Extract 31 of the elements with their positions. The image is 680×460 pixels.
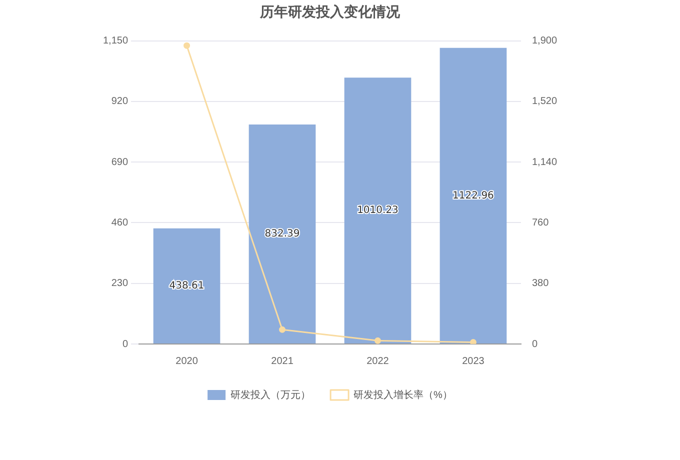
- y-tick-label: 1,150: [102, 36, 128, 47]
- x-tick-label: 2021: [271, 356, 294, 367]
- x-tick-label: 2022: [366, 356, 390, 367]
- text: 438.61: [169, 280, 204, 292]
- y2-tick-label: 760: [532, 217, 550, 228]
- text: 1010.23: [357, 205, 398, 216]
- text: 1122.96: [452, 190, 494, 202]
- point: [279, 326, 286, 333]
- y2-tick-label: 1,140: [532, 156, 558, 168]
- point: [470, 338, 476, 344]
- chart-title: 历年研发投入变化情况: [259, 3, 401, 20]
- y-tick-label: 690: [111, 156, 128, 168]
- legend-label: 研发投入（万元）: [230, 388, 311, 401]
- y-tick-label: 230: [111, 278, 128, 290]
- legend-label: 研发投入增长率（%）: [354, 388, 452, 401]
- y2-tick-label: 380: [532, 278, 550, 290]
- y2-tick-label: 0: [532, 338, 538, 350]
- text: 832.39: [264, 228, 300, 240]
- x-tick-label: 2023: [462, 356, 485, 367]
- bar: [344, 78, 412, 344]
- bar: [440, 48, 507, 344]
- x-tick-label: 2020: [176, 356, 198, 367]
- point: [374, 337, 381, 344]
- y2-tick-label: 1,520: [532, 96, 558, 108]
- y-tick-label: 920: [111, 96, 128, 108]
- bar: [153, 228, 220, 344]
- bar: [248, 124, 316, 344]
- y2-tick-label: 1,900: [532, 36, 558, 47]
- y-tick-label: 460: [111, 217, 128, 228]
- point: [184, 42, 190, 49]
- y-tick-label: 0: [122, 338, 128, 350]
